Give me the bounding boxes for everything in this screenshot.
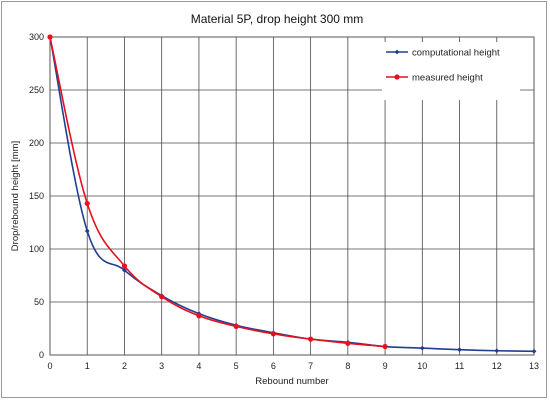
legend: computational height measured height [382, 42, 520, 100]
y-axis-title: Drop/rebound height [mm] [10, 141, 21, 251]
plot-area [49, 36, 535, 356]
series-1-point [308, 336, 314, 342]
chart-title: Material 5P, drop height 300 mm [191, 12, 364, 26]
series-1-point [270, 331, 276, 337]
series-0-point [84, 228, 90, 234]
x-tick-label: 7 [308, 361, 313, 371]
legend-marker [394, 49, 400, 55]
x-tick-label: 4 [196, 361, 201, 371]
x-tick-label: 12 [492, 361, 502, 371]
x-tick-label: 6 [271, 361, 276, 371]
series-1-point [196, 313, 202, 319]
series-0-point [494, 348, 500, 354]
y-tick-label: 300 [29, 32, 44, 42]
x-tick-label: 0 [47, 361, 52, 371]
series-1-point [47, 34, 53, 40]
x-tick-label: 9 [383, 361, 388, 371]
x-tick-label: 13 [529, 361, 539, 371]
x-tick-label: 5 [234, 361, 239, 371]
y-tick-label: 100 [29, 244, 44, 254]
y-tick-label: 50 [34, 297, 44, 307]
x-tick-label: 11 [455, 361, 464, 371]
series-1-point [345, 340, 351, 346]
y-tick-label: 0 [39, 350, 44, 360]
series-line-1 [49, 36, 386, 348]
x-tick-label: 3 [159, 361, 164, 371]
series-0-point [122, 267, 127, 273]
x-tick-labels: 0 1 2 3 4 5 6 7 8 9 10 11 12 13 [47, 361, 539, 371]
series-0-point [419, 345, 425, 351]
y-tick-label: 250 [29, 85, 44, 95]
y-tick-label: 200 [29, 138, 44, 148]
x-tick-label: 2 [122, 361, 127, 371]
legend-item-1: measured height [386, 73, 483, 84]
series-layer [47, 34, 537, 354]
x-tick-label: 1 [85, 361, 90, 371]
x-tick-label: 8 [345, 361, 350, 371]
legend-label: computational height [412, 48, 500, 59]
series-1-point [382, 343, 388, 350]
series-1 [47, 34, 388, 350]
series-1-point [84, 200, 90, 207]
series-1-point [159, 294, 165, 300]
legend-item-0: computational height [386, 48, 500, 59]
series-1-point [121, 263, 128, 269]
y-tick-labels: 0 50 100 150 200 250 300 [29, 32, 44, 360]
legend-label: measured height [412, 73, 483, 84]
series-1-point [233, 323, 239, 329]
series-0-point [457, 347, 462, 353]
x-tick-label: 10 [417, 361, 427, 371]
x-axis-title: Rebound number [255, 376, 328, 387]
series-0-point [531, 348, 537, 354]
legend-marker [394, 74, 400, 80]
y-tick-label: 150 [29, 191, 44, 201]
